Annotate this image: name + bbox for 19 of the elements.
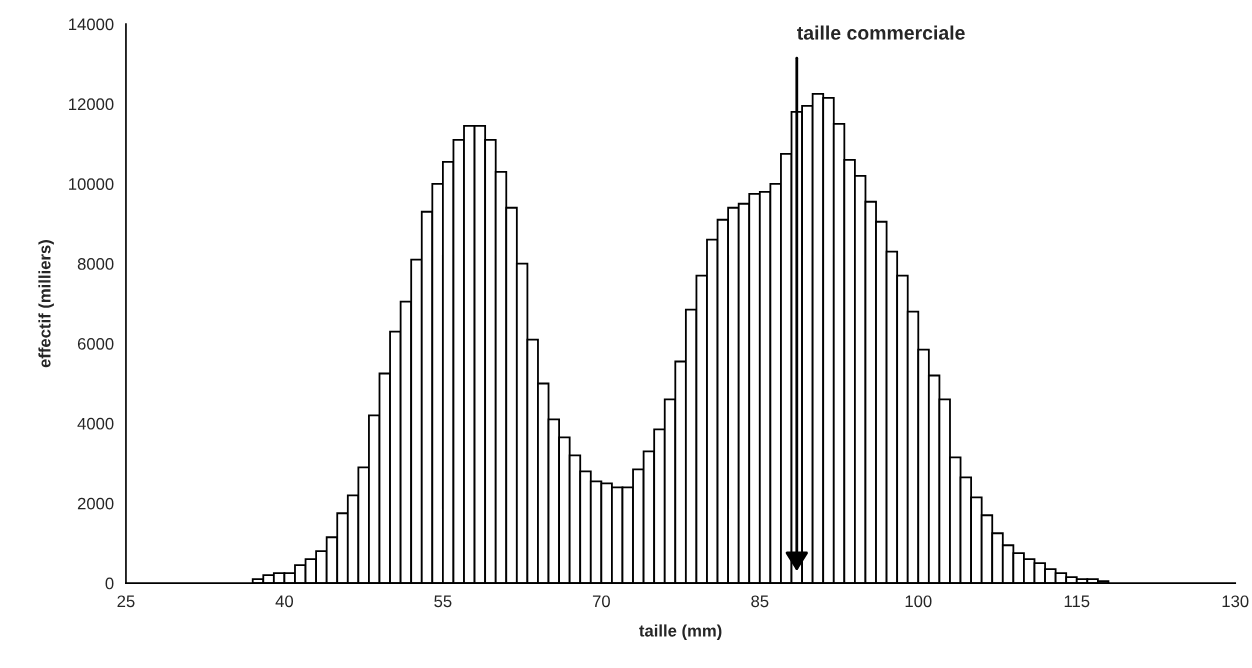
y-axis-title: effectif (milliers) <box>38 240 54 368</box>
y-tick-label: 8000 <box>77 258 114 270</box>
annotation: taille commerciale <box>797 25 965 40</box>
x-tick-label: 100 <box>905 595 932 608</box>
y-tick-label: 10000 <box>69 178 114 190</box>
y-tick-label: 4000 <box>77 417 114 430</box>
x-axis-title: taille (mm) <box>639 624 722 640</box>
x-tick-label: 115 <box>1064 595 1090 608</box>
y-tick-label: 6000 <box>77 337 114 350</box>
x-tick-label: 55 <box>434 595 452 608</box>
x-tick-label: 130 <box>1222 595 1249 608</box>
y-tick-label: 0 <box>105 577 114 590</box>
x-tick-label: 85 <box>751 595 769 608</box>
y-tick-label: 14000 <box>69 18 114 31</box>
y-tick-label: 12000 <box>69 98 114 111</box>
x-tick-label: 25 <box>117 595 135 608</box>
y-tick-label: 2000 <box>77 497 114 510</box>
x-tick-label: 40 <box>275 595 294 608</box>
x-tick-label: 70 <box>592 595 610 608</box>
